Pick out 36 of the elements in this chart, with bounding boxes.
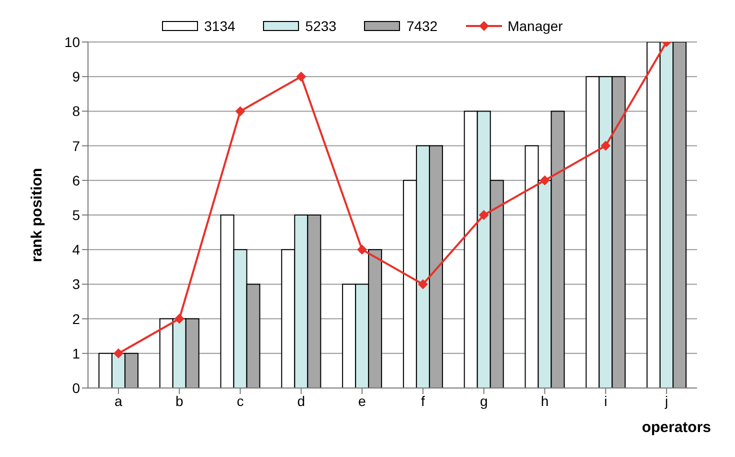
point: [113, 348, 124, 358]
y-tick-label: 7: [72, 138, 80, 154]
y-tick-label: 9: [72, 68, 80, 85]
x-tick-label: i: [604, 392, 608, 409]
x-tick-label: h: [540, 392, 549, 409]
point: [174, 314, 184, 324]
point: [357, 244, 368, 255]
legend-label: 7432: [406, 18, 438, 34]
point: [600, 140, 611, 151]
x-tick-label: e: [358, 392, 366, 409]
y-tick-label: 5: [72, 206, 80, 223]
y-tick-label: 10: [64, 34, 80, 50]
x-tick-label: g: [480, 392, 488, 409]
x-axis-title: operators: [642, 419, 711, 436]
x-tick-label: d: [297, 392, 306, 409]
point: [296, 72, 306, 82]
point: [235, 106, 246, 116]
x-tick-label: c: [236, 392, 244, 409]
legend-label: 3134: [204, 18, 236, 34]
y-axis-title: rank position: [28, 168, 46, 262]
x-tick-label: j: [664, 392, 668, 409]
point: [540, 175, 550, 186]
legend-label: 5233: [305, 18, 336, 34]
y-tick-label: 3: [72, 276, 80, 292]
y-tick-label: 8: [72, 103, 80, 120]
y-tick-label: 2: [72, 310, 80, 327]
y-tick-label: 6: [72, 172, 80, 188]
x-tick-label: b: [175, 392, 184, 409]
legend-label: Manager: [508, 18, 563, 34]
y-tick-label: 0: [72, 380, 80, 396]
point: [418, 279, 428, 290]
point: [478, 210, 489, 220]
y-tick-label: 4: [72, 242, 80, 258]
x-tick-label: a: [114, 392, 123, 409]
x-tick-label: f: [421, 392, 426, 409]
y-tick-label: 1: [72, 345, 80, 362]
